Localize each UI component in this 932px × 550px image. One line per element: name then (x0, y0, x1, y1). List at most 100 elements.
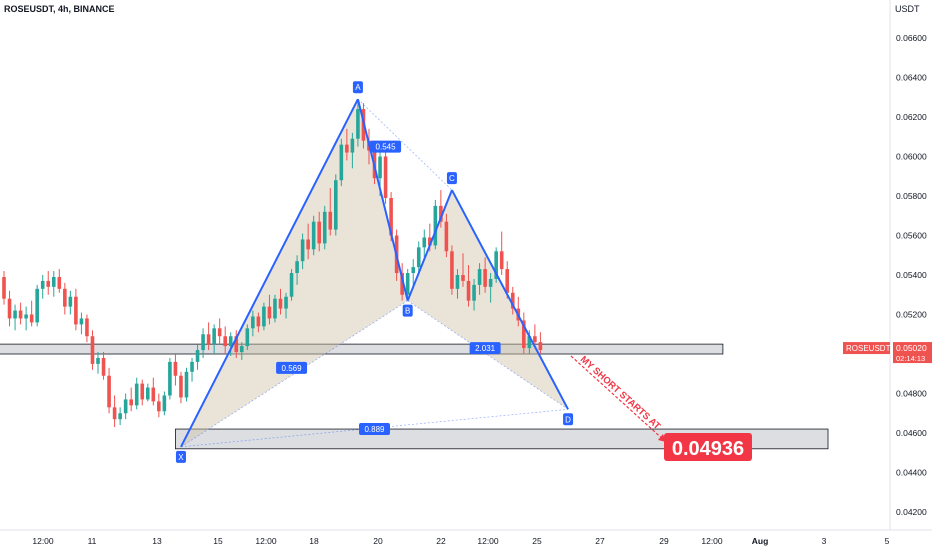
candle-body (339, 144, 344, 181)
candle-body (461, 275, 465, 281)
time-tick-label: 3 (822, 536, 827, 546)
candle-body (140, 383, 145, 400)
candle-body (217, 328, 222, 337)
candle-body (428, 237, 432, 246)
time-tick-label: 11 (88, 536, 97, 546)
candle-body (422, 237, 427, 248)
candle-body (306, 239, 310, 250)
candle-body (328, 211, 333, 230)
candle-body (450, 251, 454, 289)
price-tick-label: 0.06400 (896, 73, 927, 83)
candle-body (295, 261, 299, 274)
target-price-badge (664, 433, 752, 461)
candle-body (79, 318, 84, 325)
harmonic-leg-BC (406, 189, 453, 302)
candle-body (107, 375, 111, 408)
candle-body (184, 371, 189, 398)
time-tick-label: 12:00 (477, 536, 499, 546)
candle-body (2, 276, 6, 299)
time-tick-label: 22 (436, 536, 446, 546)
candle-body (267, 306, 272, 319)
ratio-label: 0.569 (282, 364, 303, 373)
candle-body (190, 361, 194, 372)
last-symbol-badge (843, 342, 890, 355)
harmonic-leg-XA (180, 98, 359, 448)
countdown-label: 02:14:13 (896, 354, 925, 363)
harmonic-ratio-line-XD (180, 408, 569, 448)
time-tick-label: 12:00 (701, 536, 723, 546)
candle-body (18, 310, 23, 319)
candle-body (466, 280, 471, 301)
ratio-0.545-badge (370, 140, 402, 153)
point-C-badge (446, 172, 457, 185)
candle-body (118, 413, 122, 420)
last-price-badge (893, 342, 932, 364)
last-symbol-label: ROSEUSDT (846, 344, 891, 353)
candle-body (157, 401, 161, 412)
ratio-0.889-badge (359, 423, 391, 436)
candle-body (444, 221, 449, 252)
point-A-badge (352, 81, 363, 94)
price-tick-label: 0.05400 (896, 270, 927, 280)
price-tick-label: 0.04800 (896, 389, 927, 399)
candle-body (68, 296, 73, 307)
harmonic-ratio-line-XB (180, 300, 408, 448)
candle-body (510, 292, 515, 309)
candle-body (63, 288, 67, 307)
candle-body (400, 273, 404, 295)
candle-body (228, 336, 233, 347)
candle-body (256, 316, 261, 327)
harmonic-lines-layer (180, 98, 569, 448)
support-zone-1 (0, 343, 724, 355)
time-tick-label: 13 (152, 536, 162, 546)
price-tick-label: 0.06200 (896, 112, 927, 122)
candle-body (505, 269, 510, 293)
candle-body (223, 336, 227, 347)
ratio-label: 2.031 (475, 344, 496, 353)
candle-body (112, 407, 117, 420)
candle-body (46, 280, 51, 287)
candle-body (322, 211, 327, 244)
candle-body (168, 361, 172, 396)
symbol-title: ROSEUSDT, 4h, BINANCE (4, 4, 115, 14)
short-arrow-line (570, 355, 667, 443)
time-tick-label: 15 (213, 536, 223, 546)
target-price-label: 0.04936 (672, 438, 744, 460)
ratio-0.569-badge (276, 361, 308, 374)
candle-body (173, 361, 178, 376)
price-tick-label: 0.06600 (896, 33, 927, 43)
point-D-badge (563, 413, 574, 426)
short-annotation-text: MY SHORT STARTS AT (578, 354, 663, 432)
candle-body (29, 314, 34, 323)
time-tick-label: 20 (373, 536, 383, 546)
time-tick-label: 25 (532, 536, 542, 546)
candle-body (101, 357, 106, 376)
candle-body (317, 221, 322, 244)
candle-body (488, 278, 493, 287)
candle-body (57, 276, 62, 289)
harmonic-bcd-fill (407, 190, 569, 410)
time-tick-label: 18 (309, 536, 319, 546)
candle-body (311, 221, 316, 250)
point-B-badge (402, 304, 413, 317)
candle-body (195, 350, 200, 362)
ratio-2.031-badge (469, 342, 501, 355)
candle-body (284, 296, 288, 309)
harmonic-ratio-line-AC (357, 98, 453, 191)
candle-body (416, 247, 421, 268)
time-tick-label: 5 (885, 536, 890, 546)
candle-body (538, 342, 543, 351)
candle-body (278, 298, 283, 309)
candle-body (179, 375, 183, 398)
point-D-label: D (565, 415, 571, 424)
candle-body (13, 310, 17, 319)
candle-body (245, 328, 250, 347)
candle-body (212, 328, 216, 345)
candle-body (129, 399, 133, 406)
candle-body (383, 156, 388, 198)
candle-body (477, 269, 482, 285)
candle-body (472, 284, 476, 301)
time-tick-label: 12:00 (255, 536, 277, 546)
